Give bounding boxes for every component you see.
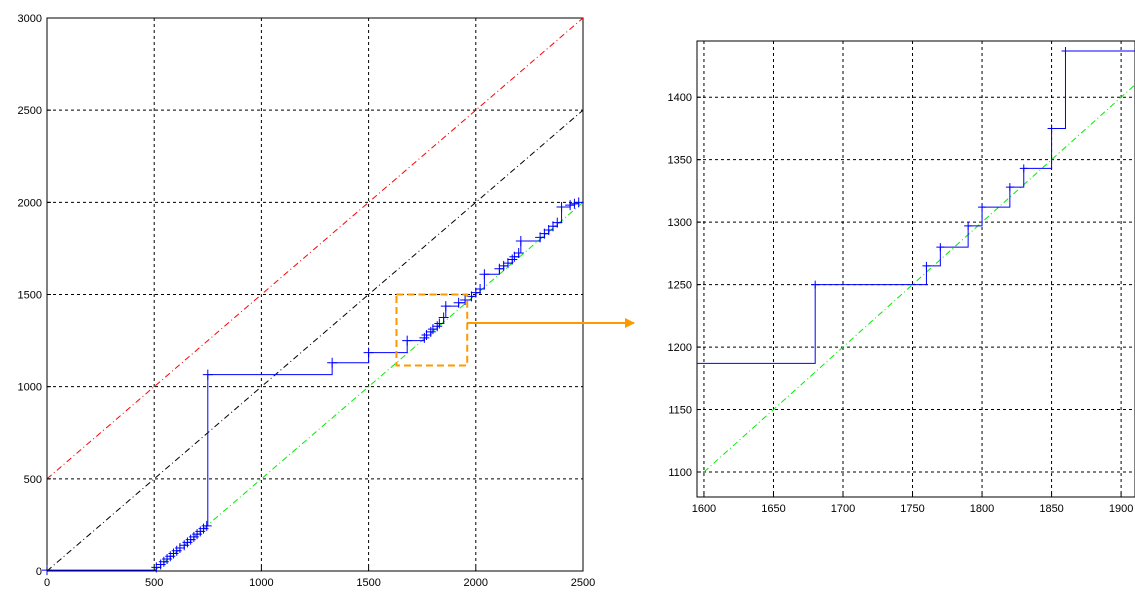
zoom-point-marker <box>1061 46 1070 55</box>
main-point-marker <box>402 335 413 346</box>
main-x-tick-label: 2500 <box>571 577 595 589</box>
main-point-marker <box>201 520 212 531</box>
zoom-gridlines <box>697 41 1135 497</box>
main-x-tick-label: 0 <box>44 577 50 589</box>
main-point-marker <box>573 197 584 208</box>
main-point-marker <box>432 321 443 332</box>
main-point-marker <box>565 200 576 211</box>
main-point-marker <box>363 347 374 358</box>
zoom-point-marker <box>811 280 820 289</box>
zoom-y-tick-label: 1150 <box>668 405 692 417</box>
main-x-tick-label: 1000 <box>249 577 273 589</box>
main-point-marker <box>327 357 338 368</box>
main-point-marker <box>475 283 486 294</box>
zoom-chart: 1600 1650 1700 1750 1800 1850 1900 1100 1150 120… <box>668 40 1135 515</box>
main-point-marker <box>425 326 436 337</box>
main-x-tick-label: 1500 <box>356 577 380 589</box>
zoom-point-marker <box>936 243 945 252</box>
main-point-marker <box>174 542 185 553</box>
main-y-tick-label: 3000 <box>18 13 42 25</box>
zoom-x-tick-label: 1700 <box>831 503 855 515</box>
zoom-y-tick-label: 1200 <box>668 342 692 354</box>
zoom-x-tick-label: 1900 <box>1109 503 1133 515</box>
main-point-marker <box>552 217 563 228</box>
main-point-marker <box>434 318 445 329</box>
main-x-tick-label: 2000 <box>464 577 488 589</box>
main-point-marker <box>151 562 162 573</box>
zoom-y-tick-label: 1100 <box>668 467 692 479</box>
main-y-tick-label: 2000 <box>18 197 42 209</box>
main-point-markers <box>42 197 584 576</box>
main-chart: 0 500 1000 1500 2000 2500 0 500 1000 1500 2000 250… <box>18 13 596 589</box>
zoom-region-box <box>395 293 469 367</box>
main-y-tick-label: 2500 <box>18 105 42 117</box>
zoom-y-tick-label: 1250 <box>668 280 692 292</box>
zoom-point-marker <box>1005 183 1014 192</box>
zoom-x-tick-label: 1650 <box>761 503 785 515</box>
main-point-marker <box>513 248 524 259</box>
zoom-reference-lines <box>703 84 1135 473</box>
main-point-marker <box>479 269 490 280</box>
zoom-step-line <box>697 50 1135 364</box>
main-reference-line-black <box>46 109 584 572</box>
main-point-marker <box>494 263 505 274</box>
zoom-point-marker <box>964 221 973 230</box>
main-point-marker <box>556 201 567 212</box>
zoom-y-tick-labels: 1100 1150 1200 1250 1300 1350 1400 <box>668 92 701 479</box>
main-point-marker <box>202 369 213 380</box>
main-point-marker <box>460 295 471 306</box>
zoom-point-marker <box>1019 164 1028 173</box>
main-reference-line-green <box>153 201 584 572</box>
main-point-marker <box>438 312 449 323</box>
main-y-tick-labels: 0 500 1000 1500 2000 2500 3000 <box>18 13 51 578</box>
zoom-x-tick-label: 1850 <box>1039 503 1063 515</box>
main-reference-lines <box>46 17 584 572</box>
main-point-marker <box>515 236 526 247</box>
zoom-y-tick-label: 1300 <box>668 217 692 229</box>
main-y-tick-label: 0 <box>36 566 42 578</box>
zoom-reference-line-green <box>703 84 1135 473</box>
main-point-marker <box>419 332 430 343</box>
zoom-x-tick-label: 1600 <box>692 503 716 515</box>
zoom-point-marker <box>1047 124 1056 133</box>
main-reference-line-red <box>46 17 584 480</box>
zoom-x-tick-label: 1800 <box>970 503 994 515</box>
zoom-plot-frame <box>696 40 1135 498</box>
main-point-marker <box>440 301 451 312</box>
main-y-tick-label: 1000 <box>18 382 42 394</box>
main-y-tick-label: 500 <box>24 474 42 486</box>
zoom-point-markers <box>811 46 1070 289</box>
main-point-marker <box>453 297 464 308</box>
main-y-tick-label: 1500 <box>18 290 42 302</box>
zoom-x-tick-label: 1750 <box>900 503 924 515</box>
zoom-point-marker <box>978 203 987 212</box>
main-x-tick-label: 500 <box>145 577 163 589</box>
zoom-step-series <box>697 50 1135 364</box>
main-x-tick-labels: 0 500 1000 1500 2000 2500 <box>44 567 595 589</box>
zoom-y-tick-label: 1400 <box>668 92 692 104</box>
zoom-point-marker <box>922 261 931 270</box>
main-point-marker <box>498 260 509 271</box>
main-point-marker <box>507 254 518 265</box>
main-point-marker <box>569 198 580 209</box>
zoom-x-tick-labels: 1600 1650 1700 1750 1800 1850 1900 <box>692 493 1133 515</box>
zoom-y-tick-label: 1350 <box>668 155 692 167</box>
